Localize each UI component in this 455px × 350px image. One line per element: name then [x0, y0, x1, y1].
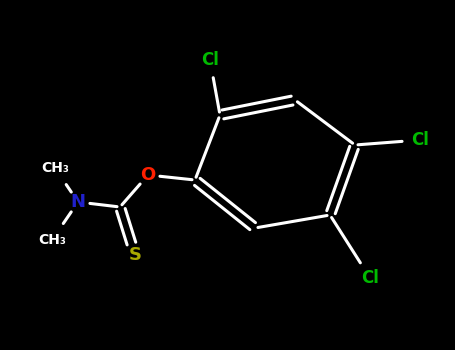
Text: Cl: Cl [411, 131, 429, 149]
Text: CH₃: CH₃ [38, 233, 66, 247]
Text: Cl: Cl [201, 51, 219, 69]
Text: O: O [141, 166, 156, 184]
Text: Cl: Cl [361, 269, 379, 287]
Text: CH₃: CH₃ [41, 161, 69, 175]
Text: S: S [128, 246, 142, 264]
Text: N: N [71, 193, 86, 211]
